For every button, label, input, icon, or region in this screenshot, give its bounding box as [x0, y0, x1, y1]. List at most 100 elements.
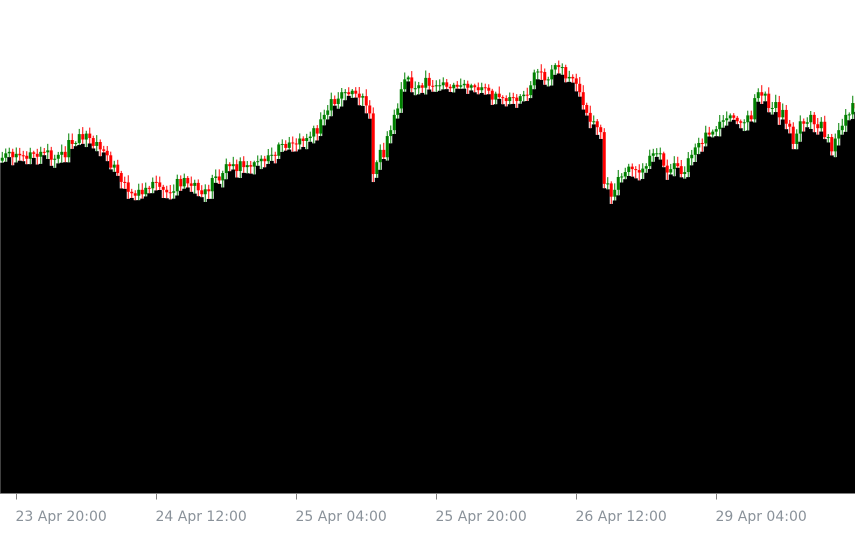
candle-body — [791, 126, 795, 144]
price-fill-column — [626, 175, 631, 494]
candle-body — [718, 121, 722, 130]
price-fill-column — [161, 198, 166, 493]
candle-body — [795, 133, 799, 144]
price-fill-column — [836, 145, 841, 494]
candle-body — [67, 140, 71, 158]
price-fill-column — [91, 148, 96, 493]
price-fill-column — [311, 143, 316, 493]
price-fill-column — [178, 190, 183, 493]
price-fill-column — [738, 128, 743, 493]
candle-body — [788, 123, 792, 127]
price-fill-column — [560, 74, 565, 493]
candle-body — [466, 83, 470, 88]
price-fill-column — [126, 198, 131, 494]
price-fill-column — [525, 101, 530, 494]
price-fill-column — [731, 119, 736, 493]
candle-body — [539, 71, 543, 73]
candle-body — [476, 87, 480, 91]
candle-body — [518, 96, 522, 102]
candle-body — [18, 153, 22, 156]
price-fill-column — [157, 189, 162, 494]
price-fill-column — [665, 179, 670, 493]
price-fill-column — [623, 179, 628, 493]
price-fill-column — [780, 119, 785, 493]
price-fill-column — [175, 195, 180, 493]
candle-body — [116, 164, 120, 174]
price-fill-column — [668, 174, 673, 493]
price-fill-column — [164, 198, 169, 494]
candle-body — [235, 164, 239, 172]
candle-body — [697, 142, 701, 148]
price-fill-column — [350, 97, 355, 493]
candle-body — [529, 85, 533, 96]
x-tick-label: 26 Apr 12:00 — [576, 509, 667, 525]
x-tick-label: 25 Apr 04:00 — [296, 509, 387, 525]
candle-body — [616, 176, 620, 190]
price-fill-column — [399, 112, 404, 493]
candle-body — [326, 110, 330, 115]
candle-body — [438, 85, 442, 87]
price-fill-column — [661, 167, 666, 493]
candle-body — [753, 98, 757, 120]
price-fill-column — [675, 167, 680, 494]
candle-body — [49, 150, 53, 160]
price-fill-column — [80, 143, 85, 493]
price-fill-column — [409, 92, 414, 493]
candle-body — [623, 172, 627, 177]
candle-body — [249, 165, 253, 167]
price-fill-column — [766, 112, 771, 493]
price-fill-column — [66, 162, 71, 493]
candle-body — [291, 142, 295, 144]
price-fill-column — [630, 176, 635, 493]
price-fill-column — [266, 163, 271, 493]
price-fill-column — [199, 197, 204, 493]
candle-body — [704, 132, 708, 144]
candle-body — [270, 154, 274, 156]
price-fill-column — [420, 92, 425, 493]
candle-body — [578, 83, 582, 93]
candle-body — [448, 86, 452, 89]
price-fill-column — [546, 86, 551, 494]
candle-body — [728, 115, 732, 119]
price-fill-column — [395, 118, 400, 493]
candle-body — [721, 120, 725, 122]
price-fill-column — [287, 149, 292, 493]
candle-body — [732, 115, 736, 118]
candle-body — [396, 108, 400, 115]
candle-body — [158, 182, 162, 187]
candle-body — [203, 189, 207, 195]
price-fill-column — [563, 82, 568, 493]
candle-body — [455, 84, 459, 87]
price-fill-column — [647, 169, 652, 493]
price-fill-column — [70, 148, 75, 493]
price-fill-column — [241, 172, 246, 493]
price-fill-column — [367, 118, 372, 493]
price-fill-column — [234, 177, 239, 493]
candle-body — [224, 164, 228, 174]
candle-body — [798, 121, 802, 134]
price-fill-column — [752, 122, 757, 494]
price-fill-column — [651, 161, 656, 493]
candle-body — [252, 162, 256, 167]
price-fill-column — [521, 101, 526, 494]
candle-body — [473, 85, 477, 88]
price-fill-column — [353, 97, 358, 493]
price-fill-column — [455, 88, 460, 493]
candle-body — [392, 114, 396, 131]
candle-body — [385, 136, 389, 158]
candle-body — [595, 121, 599, 128]
candle-body — [0, 157, 4, 161]
price-fill-column — [567, 81, 572, 493]
price-fill-column — [441, 89, 446, 494]
candle-body — [273, 154, 277, 156]
candle-body — [784, 109, 788, 124]
price-fill-column — [542, 84, 547, 493]
price-fill-column — [3, 161, 8, 493]
price-fill-column — [777, 124, 782, 493]
candle-body — [746, 115, 750, 123]
x-tick-label: 25 Apr 20:00 — [436, 509, 527, 525]
price-fill-column — [122, 188, 127, 493]
candle-body — [361, 96, 365, 98]
candle-body — [322, 114, 326, 120]
